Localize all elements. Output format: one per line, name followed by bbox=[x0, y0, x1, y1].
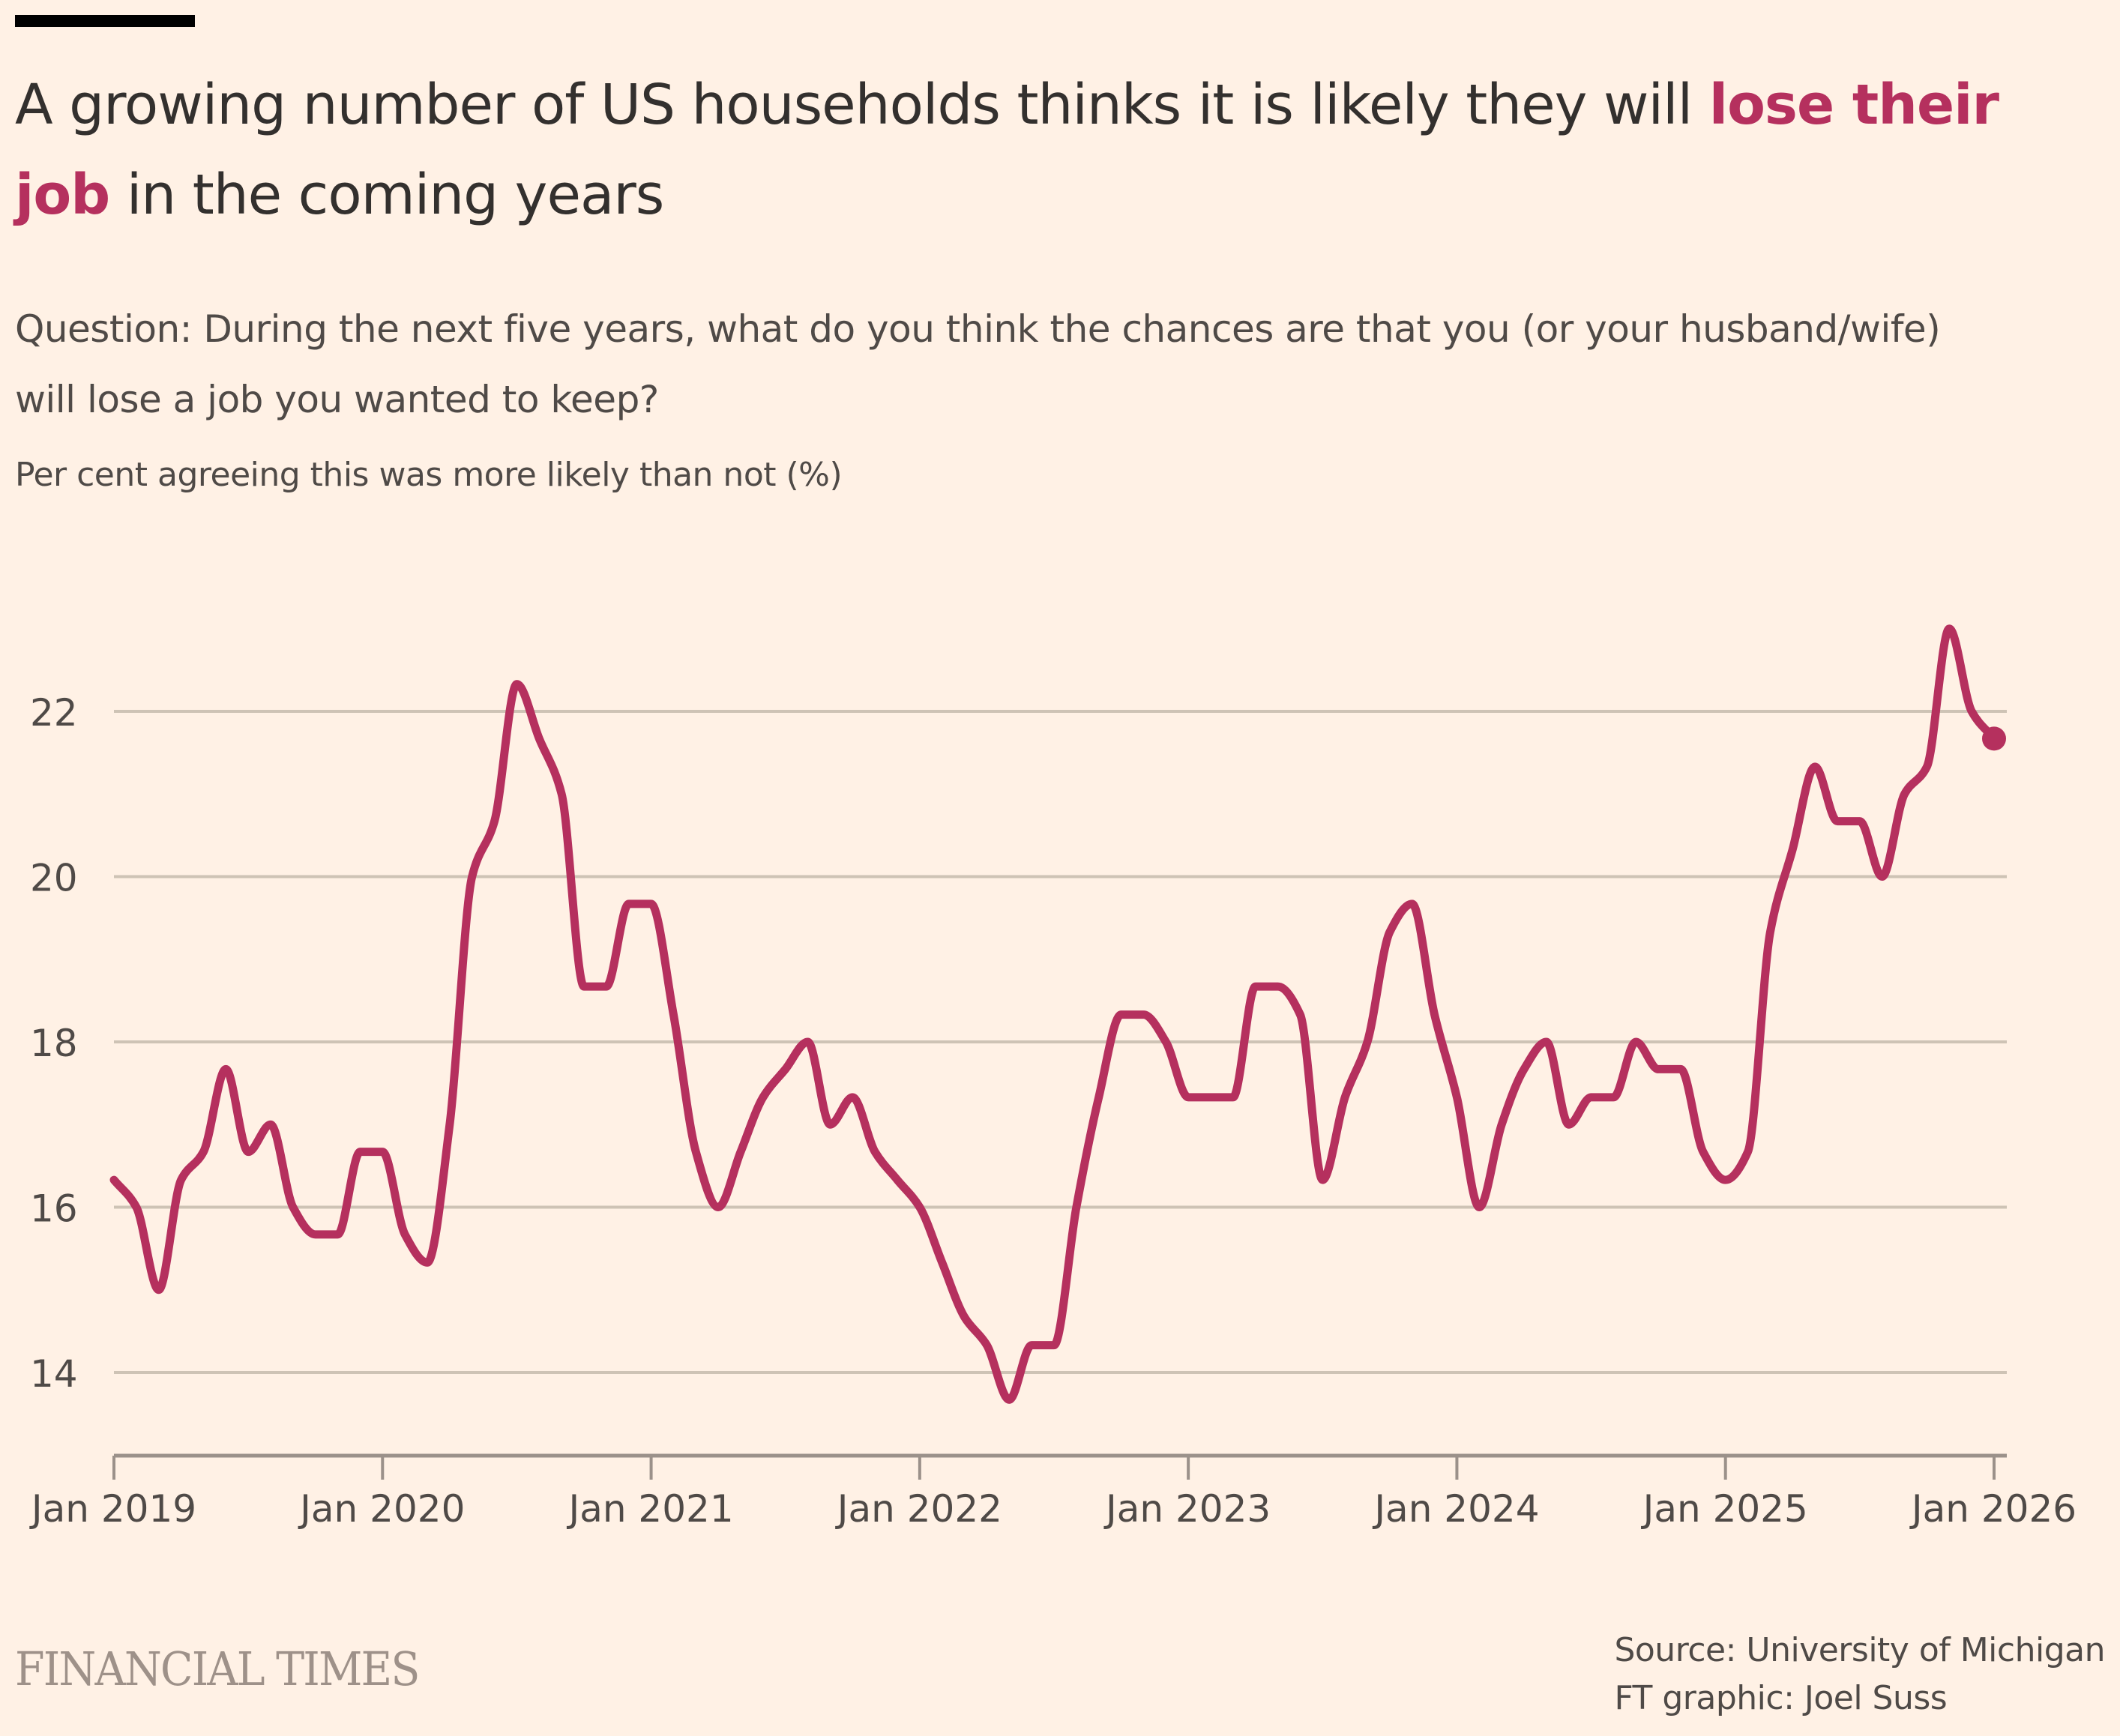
y-axis-labels: 14 16 18 20 22 bbox=[30, 691, 78, 1396]
x-tick-label: Jan 2019 bbox=[29, 1487, 196, 1531]
x-tick-label: Jan 2020 bbox=[298, 1487, 465, 1531]
x-tick-label: Jan 2022 bbox=[835, 1487, 1002, 1531]
title-suffix: in the coming years bbox=[109, 163, 665, 227]
ft-top-rule bbox=[15, 15, 195, 27]
graphic-credit: FT graphic: Joel Suss bbox=[1614, 1679, 1948, 1717]
latest-value-marker bbox=[1982, 726, 2006, 751]
y-tick-label: 14 bbox=[30, 1352, 78, 1396]
chart-title: A growing number of US households thinks… bbox=[15, 60, 2107, 240]
x-tick-label: Jan 2024 bbox=[1372, 1487, 1539, 1531]
series-line bbox=[109, 624, 1999, 1404]
gridlines bbox=[114, 710, 2007, 1374]
x-tick-label: Jan 2021 bbox=[566, 1487, 733, 1531]
y-tick-label: 22 bbox=[30, 691, 78, 735]
chart-subtitle: Question: During the next five years, wh… bbox=[15, 307, 1941, 421]
title-highlight: lose their job bbox=[15, 73, 1999, 227]
series-layer bbox=[109, 624, 2006, 1404]
source-note: Source: University of Michigan FT graphi… bbox=[1614, 1627, 2105, 1723]
x-tick-label: Jan 2026 bbox=[1909, 1487, 2077, 1531]
y-tick-label: 18 bbox=[30, 1022, 78, 1065]
ft-logo: FINANCIAL TIMES bbox=[15, 1642, 420, 1696]
y-axis-unit-label: Per cent agreeing this was more likely t… bbox=[15, 456, 843, 494]
y-tick-label: 20 bbox=[30, 857, 78, 900]
y-tick-label: 16 bbox=[30, 1187, 78, 1231]
title-prefix: A growing number of US households thinks… bbox=[15, 73, 1709, 137]
x-tick-label: Jan 2025 bbox=[1641, 1487, 1808, 1531]
x-axis: Jan 2019 Jan 2020 Jan 2021 Jan 2022 Jan 2023… bbox=[29, 1453, 2077, 1531]
x-tick-label: Jan 2023 bbox=[1103, 1487, 1271, 1531]
source-text: Source: University of Michigan bbox=[1614, 1631, 2105, 1669]
